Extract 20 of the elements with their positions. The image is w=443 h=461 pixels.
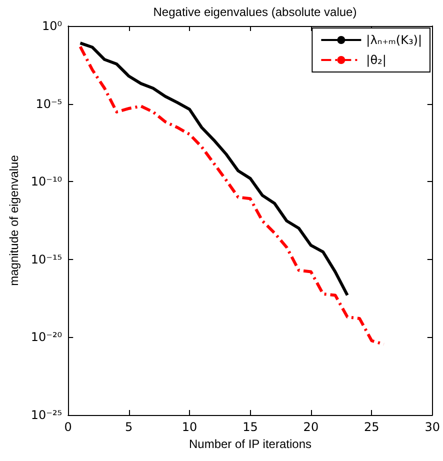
x-tick-label: 30 (424, 420, 440, 434)
line-series (78, 45, 386, 346)
x-tick-label: 0 (64, 420, 72, 434)
x-tick-label: 10 (182, 420, 198, 434)
legend-label: |λₙ₊ₘ(K₃)| (366, 33, 422, 47)
x-tick-label: 15 (242, 420, 258, 434)
y-tick-label: 10⁻¹⁵ (30, 252, 62, 266)
chart-title: Negative eigenvalues (absolute value) (153, 5, 357, 19)
y-axis-title: magnitude of eigenvalue (7, 154, 21, 286)
y-tick-label: 10⁻²⁵ (30, 408, 62, 422)
legend-label: |θ₂| (366, 53, 386, 67)
y-tick-label: 10⁻²⁰ (30, 330, 62, 344)
y-tick-label: 10⁰ (42, 19, 62, 33)
x-tick-label: 25 (364, 420, 380, 434)
x-tick-label: 20 (303, 420, 319, 434)
y-tick-label: 10⁻⁵ (36, 96, 62, 111)
x-axis-title: Number of IP iterations (188, 436, 312, 451)
y-tick-label: 10⁻¹⁰ (30, 174, 62, 189)
line-series (78, 42, 349, 297)
x-tick-label: 5 (125, 420, 133, 434)
